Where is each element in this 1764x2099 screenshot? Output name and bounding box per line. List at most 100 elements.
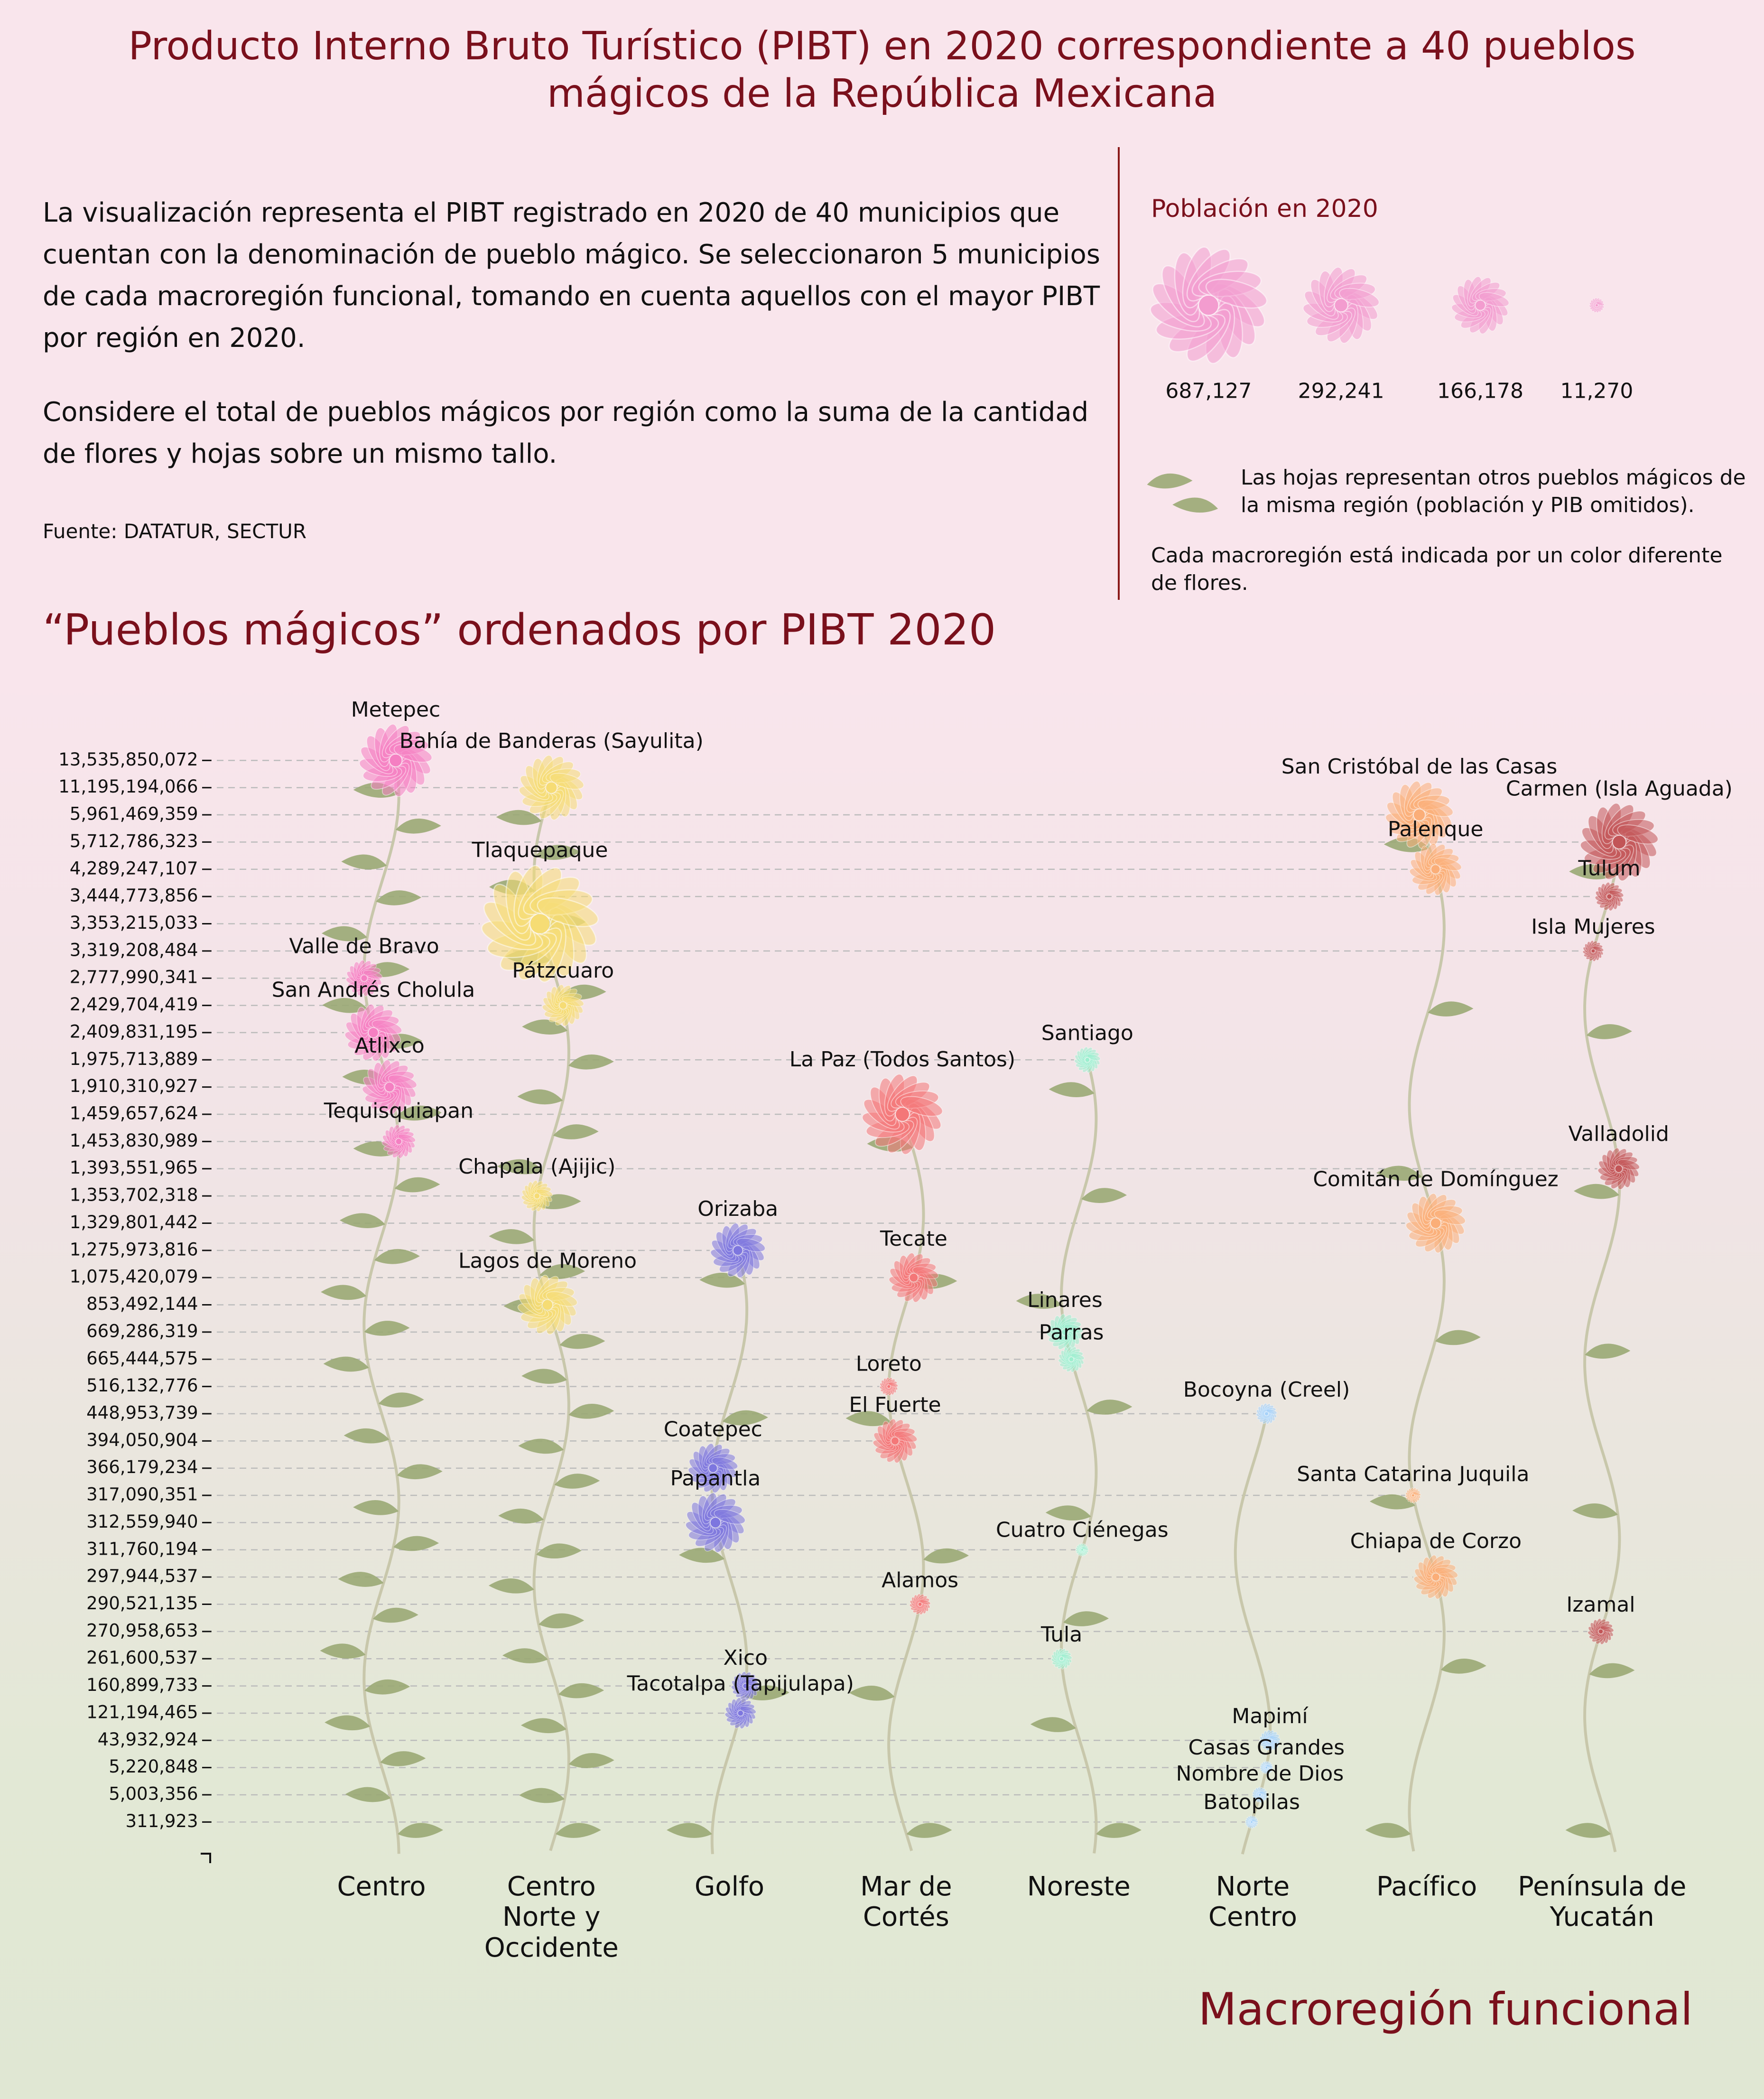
y-tick-label: 366,179,234 [86,1457,198,1477]
flower-label: Cuatro Ciénegas [996,1518,1169,1542]
flower [1582,940,1604,962]
leaf [339,1213,385,1228]
leaf [845,1411,891,1427]
leaf [378,1392,424,1408]
y-tick-label: 516,132,776 [86,1375,198,1396]
petal [1251,1819,1259,1823]
flower-center [1268,1738,1272,1742]
flower [1413,1555,1458,1599]
y-tick-label: 2,777,990,341 [70,967,198,988]
y-tick-label: 1,459,657,624 [70,1103,198,1124]
leaf [321,926,367,942]
leaf [517,1089,563,1105]
leaf [1565,1823,1611,1838]
chart-title: “Pueblos mágicos” ordenados por PIBT 202… [43,605,996,655]
leaf [1086,1399,1133,1415]
x-tick-label: Centro [337,1871,426,1902]
petal [912,1266,939,1279]
petal [1434,857,1462,871]
petal [1266,1409,1277,1415]
leaf [554,1474,600,1489]
leaf [322,998,368,1013]
petal [1339,288,1380,308]
legend-size-label: 166,178 [1437,379,1523,403]
flower [1058,1346,1085,1373]
leaf [1587,1024,1632,1039]
flower [542,984,584,1026]
leaves [320,783,444,1838]
flower-label: Chiapa de Corzo [1350,1529,1522,1553]
legend-leaf-note: Las hojas representan otros pueblos mági… [1241,466,1746,517]
flower [731,1671,760,1701]
petal [714,1509,746,1525]
leaf [568,1054,614,1070]
flower-center [1199,295,1218,315]
y-tick-label: 5,712,786,323 [70,831,198,851]
flower [1256,1403,1277,1425]
flower-center [910,1273,918,1282]
petal [744,1679,760,1687]
leaf [374,1249,420,1264]
y-tick-label: 1,975,713,889 [70,1049,198,1069]
legend-title: Población en 2020 [1151,195,1378,223]
flower-label: Linares [1027,1288,1103,1312]
legend-flower [1451,276,1509,335]
flower [1046,1314,1083,1351]
petal [1081,1547,1089,1550]
flower-center [733,1246,743,1255]
petal [1412,1492,1421,1496]
flower-label: Santiago [1041,1021,1133,1045]
y-tick-label: 2,429,704,419 [70,994,198,1015]
y-tick-label: 297,944,537 [86,1566,198,1586]
flower-center [385,1082,394,1092]
leaf [372,1607,418,1623]
flower-center [1598,1629,1603,1634]
flower-label: Lagos de Moreno [458,1249,637,1273]
flower-label: Isla Mujeres [1531,915,1655,939]
leaf [1428,1001,1474,1017]
y-tick-label: 3,353,215,033 [70,913,198,933]
flower-center [1607,894,1612,899]
petal [1070,1353,1085,1361]
petal [919,1599,931,1605]
leaf [325,1715,371,1731]
flower [517,1275,578,1335]
leaf [394,1177,440,1193]
flower-label: Carmen (Isla Aguada) [1506,776,1733,801]
axis-corner [201,1853,211,1863]
flower-label: La Paz (Todos Santos) [789,1047,1015,1072]
flower [873,1418,918,1464]
petal [549,773,585,790]
y-tick-label: 4,289,247,107 [70,858,198,878]
flower [344,1004,402,1062]
flower-center [1430,1218,1441,1228]
y-tick-label: 853,492,144 [86,1294,198,1314]
flower [862,1073,943,1155]
petal [888,1382,899,1388]
flower [889,1252,939,1303]
leaf [722,1410,768,1426]
flower-label: Tlaquepaque [472,838,608,862]
petal [739,1706,757,1715]
flower-label: Bahía de Banderas (Sayulita) [399,729,704,753]
flower-center [1085,1057,1090,1062]
y-tick-label: 290,521,135 [86,1593,198,1614]
petal [546,1291,578,1307]
description: La visualización representa el PIBT regi… [43,197,1100,354]
stem [1408,814,1446,1852]
leaf [1030,1717,1076,1732]
flower [1260,1761,1273,1774]
leaf [1435,1330,1481,1345]
leaf [1369,1494,1415,1510]
flower-center [891,1437,899,1445]
y-tick-label: 43,932,924 [98,1729,198,1750]
y-tick-label: 5,961,469,359 [70,804,198,824]
flower-label: Valladolid [1569,1122,1669,1146]
flower-center [530,914,550,933]
leaf [555,1823,601,1838]
flower-center [396,1138,402,1145]
leaves [488,810,614,1838]
leaf [1573,1184,1619,1199]
flower-center [743,1683,748,1689]
